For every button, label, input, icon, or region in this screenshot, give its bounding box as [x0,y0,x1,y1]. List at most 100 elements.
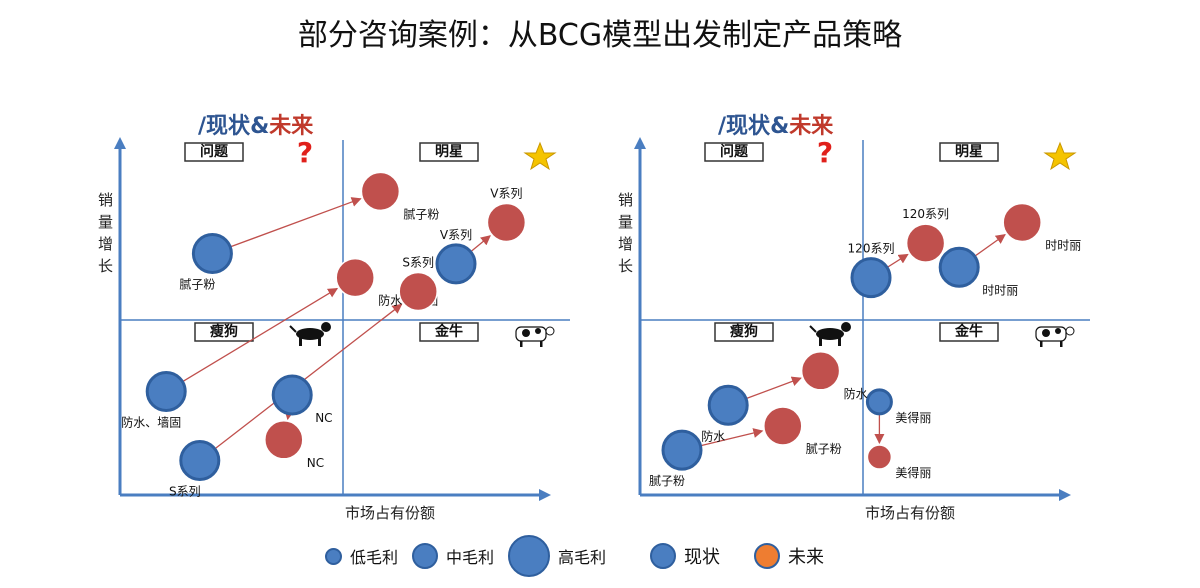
y-axis-title-char: 长 [98,257,113,275]
large-circle-icon [508,535,551,577]
y-axis-title-char: 增 [618,235,633,253]
point-label: 120系列 [848,242,895,256]
future-point [905,223,946,263]
legend-low-margin-label: 低毛利 [350,548,399,567]
future-point [866,444,893,470]
legend-mid-margin: 中毛利 [412,543,494,569]
current-point [191,233,233,274]
quadrant-star-box [419,142,479,162]
point-label: 美得丽 [895,465,931,480]
current-point [435,243,477,285]
subtitle-future: 未来 [269,114,314,139]
medium-circle-icon [412,543,439,569]
quadrant-cow-label: 金牛 [954,323,983,340]
legend-low-margin: 低毛利 [325,544,398,568]
move-arrow [700,428,764,447]
current-point [145,371,187,412]
future-point [335,257,375,298]
quadrant-question-box [184,142,244,162]
point-label: 防水 [701,428,725,443]
point-label: 防水、墙固 [121,415,181,430]
now-circle-icon [650,543,676,569]
quadrant-star-label: 明星 [435,144,463,160]
point-label: 腻子粉 [403,207,439,221]
subtitle-amp: & [250,114,269,139]
legend-high-margin: 高毛利 [508,535,606,577]
future-point [486,202,527,243]
point-label: 120系列 [902,207,949,221]
current-point [850,257,892,299]
star-icon [1043,141,1077,171]
x-axis-title: 市场占有份额 [865,504,955,522]
quadrant-question-box [704,142,764,162]
cow-icon [515,326,555,347]
point-label: 腻子粉 [179,278,215,292]
move-arrow [745,376,802,400]
point-label: 腻子粉 [649,474,685,488]
subtitle-now: 现状 [206,114,251,139]
quadrant-question-label: 问题 [720,143,749,160]
point-label: NC [315,411,332,425]
future-point [264,420,304,460]
future-point [1002,202,1042,243]
quadrant-cow-box [419,322,479,342]
y-axis-title-char: 销 [618,191,633,209]
point-label: 时时丽 [982,283,1018,297]
x-axis-title: 市场占有份额 [345,504,435,522]
legend-future: 未来 [754,543,824,569]
quadrant-cow-box [939,322,999,342]
move-arrow [182,287,339,383]
y-axis-title-char: 长 [618,257,633,275]
small-circle-icon [325,547,342,565]
current-point [271,374,313,416]
point-label: V系列 [440,228,472,242]
subtitle-prefix: / [718,114,727,139]
future-point [800,351,841,391]
current-point [661,429,703,471]
move-arrow [974,234,1006,257]
move-arrow [214,303,403,450]
y-axis-title-char: 销 [98,191,113,209]
y-axis-title-char: 增 [98,235,113,253]
move-arrow [470,235,491,253]
question-mark-icon: ? [297,136,313,169]
quadrant-dog-label: 瘦狗 [210,323,238,340]
question-mark-icon: ? [817,136,833,169]
page-title: 部分咨询案例：从BCG模型出发制定产品策略 [297,18,903,53]
y-axis-title-char: 量 [618,213,633,231]
dog-icon [289,322,331,346]
subtitle-prefix: / [198,114,207,139]
current-point [707,384,749,426]
point-label: NC [307,456,324,470]
future-circle-icon [754,543,780,569]
subtitle-amp: & [770,114,789,139]
point-label: S系列 [169,485,201,499]
legend-status: 现状 未来 [650,536,838,576]
quadrant-star-box [939,142,999,162]
dog-icon [809,322,851,346]
quadrant-star-label: 明星 [955,144,983,160]
subtitle-future: 未来 [789,114,834,139]
future-point [398,271,438,312]
current-point [179,440,221,481]
cow-icon [1035,326,1075,347]
subtitle-now: 现状 [726,114,771,139]
quadrant-dog-label: 瘦狗 [730,323,758,340]
star-icon [523,141,557,171]
legend-size: 低毛利 中毛利 高毛利 [325,535,620,577]
future-point [360,171,401,212]
point-label: 腻子粉 [806,442,842,456]
legend-high-margin-label: 高毛利 [558,548,607,567]
point-label: S系列 [402,255,434,269]
quadrant-cow-label: 金牛 [434,323,463,340]
point-label: V系列 [490,186,522,200]
point-label: 时时丽 [1045,238,1081,252]
quadrant-dog-box [714,322,774,342]
legend-mid-margin-label: 中毛利 [446,548,495,567]
current-point [865,388,893,416]
point-label: 美得丽 [895,410,931,425]
legend-now: 现状 [650,543,720,569]
future-point [763,406,803,446]
y-axis-title-char: 量 [98,213,113,231]
